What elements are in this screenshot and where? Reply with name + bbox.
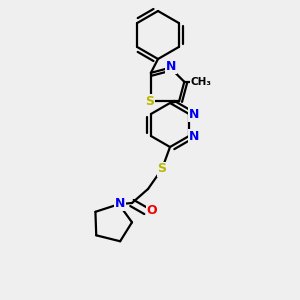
Text: N: N bbox=[115, 197, 125, 210]
Text: N: N bbox=[189, 107, 199, 121]
Text: S: S bbox=[146, 94, 154, 108]
Text: S: S bbox=[158, 163, 166, 176]
Text: N: N bbox=[189, 130, 199, 142]
Text: CH₃: CH₃ bbox=[191, 77, 212, 87]
Text: N: N bbox=[166, 60, 176, 73]
Text: O: O bbox=[147, 205, 157, 218]
